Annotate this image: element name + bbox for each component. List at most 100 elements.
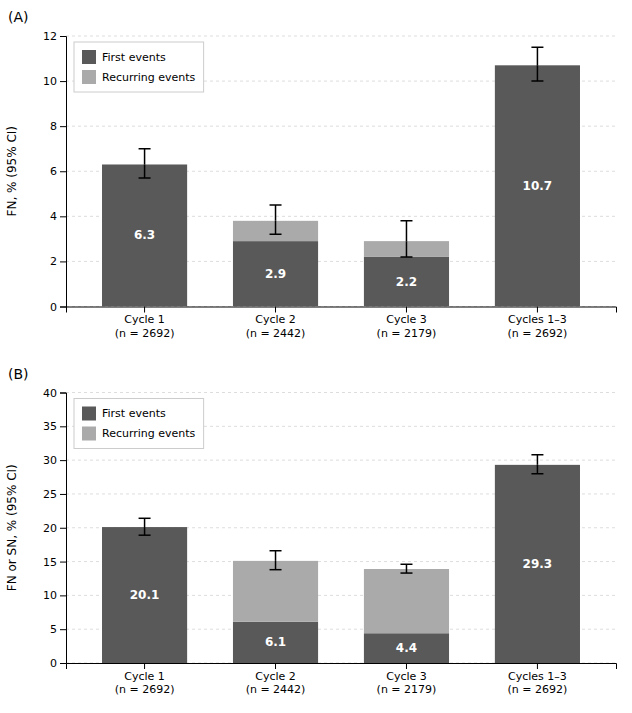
y-axis-title: FN, % (95% CI) xyxy=(5,126,19,217)
x-tick-label: Cycle 3(n = 2179) xyxy=(377,670,437,696)
bar xyxy=(102,527,187,663)
bar-series xyxy=(233,221,449,257)
y-tick: 0 xyxy=(50,301,66,314)
y-tick-mark xyxy=(60,81,66,82)
error-cap-lower xyxy=(139,177,151,179)
plot-marks xyxy=(102,455,580,663)
y-tick: 12 xyxy=(43,30,66,43)
x-tick-mark xyxy=(144,307,145,313)
error-bars xyxy=(139,455,544,573)
bar xyxy=(233,622,318,663)
y-tick: 6 xyxy=(50,165,66,178)
x-tick: Cycle 2(n = 2442) xyxy=(246,663,306,696)
y-tick-label: 0 xyxy=(50,301,57,314)
x-tick-label: Cycle 2(n = 2442) xyxy=(246,313,306,339)
y-tick-mark xyxy=(60,460,66,461)
data-label: 10.7 xyxy=(523,179,553,193)
error-cap-lower xyxy=(270,234,282,236)
y-tick-mark xyxy=(60,426,66,427)
y-tick-label: 15 xyxy=(43,556,57,569)
data-labels: 6.3 2.9 2.2 10.7 xyxy=(134,179,552,289)
x-tick: Cycle 2(n = 2442) xyxy=(246,307,306,340)
grid-line xyxy=(66,392,616,393)
bar-series xyxy=(102,65,580,306)
data-label: 6.3 xyxy=(134,228,155,242)
y-tick-label: 8 xyxy=(50,120,57,133)
x-tick: Cycle 1(n = 2692) xyxy=(115,663,175,696)
y-tick-label: 5 xyxy=(50,623,57,636)
y-axis-title: FN or SN, % (95% CI) xyxy=(5,464,19,591)
legend-label: First events xyxy=(102,51,166,64)
y-tick-mark xyxy=(60,629,66,630)
error-cap-upper xyxy=(400,220,412,222)
bar xyxy=(233,561,318,622)
x-tick-label-line: (n = 2179) xyxy=(377,683,437,696)
legend: First events Recurring events xyxy=(74,399,204,449)
legend: First events Recurring events xyxy=(74,42,204,92)
data-label: 2.2 xyxy=(396,275,417,289)
x-tick-label-line: Cycle 1 xyxy=(124,313,165,326)
panel: 0510152025303540Cycle 1(n = 2692)Cycle 2… xyxy=(5,366,617,697)
data-label: 4.4 xyxy=(396,641,417,655)
y-axis-line xyxy=(60,393,67,664)
bar xyxy=(495,65,580,306)
bar xyxy=(233,241,318,306)
x-tick-mark xyxy=(537,307,538,313)
x-axis-line xyxy=(67,664,617,670)
y-tick-label: 2 xyxy=(50,255,57,268)
error-cap-upper xyxy=(270,550,282,552)
y-tick: 40 xyxy=(43,387,66,400)
error-bar-upper xyxy=(144,149,146,165)
x-tick: Cycle 3(n = 2179) xyxy=(377,307,437,340)
data-label: 20.1 xyxy=(130,588,160,602)
legend-item: Recurring events xyxy=(82,427,196,441)
error-bar-lower xyxy=(275,221,277,235)
x-tick-label: Cycle 1(n = 2692) xyxy=(115,670,175,696)
error-cap-lower xyxy=(400,572,412,574)
x-tick: Cycles 1–3(n = 2692) xyxy=(508,663,568,696)
error-cap-lower xyxy=(139,534,151,536)
error-cap-lower xyxy=(531,80,543,82)
y-tick-label: 20 xyxy=(43,522,57,535)
y-tick-mark xyxy=(60,216,66,217)
grid-line xyxy=(66,36,616,37)
data-label: 29.3 xyxy=(523,557,553,571)
x-axis: Cycle 1(n = 2692)Cycle 2(n = 2442)Cycle … xyxy=(67,307,617,340)
x-tick-label: Cycle 3(n = 2179) xyxy=(377,313,437,339)
x-tick-label-line: (n = 2692) xyxy=(508,683,568,696)
y-tick-mark xyxy=(60,494,66,495)
y-tick: 35 xyxy=(43,420,66,433)
y-tick: 8 xyxy=(50,120,66,133)
error-bar-upper xyxy=(275,205,277,221)
error-bar-lower xyxy=(144,527,146,535)
x-tick: Cycle 3(n = 2179) xyxy=(377,663,437,696)
legend-frame xyxy=(74,42,204,92)
y-tick-mark xyxy=(60,393,66,394)
y-tick-mark xyxy=(60,36,66,37)
error-cap-lower xyxy=(531,473,543,475)
x-tick-label-line: (n = 2179) xyxy=(377,327,437,340)
bar-series xyxy=(233,561,449,633)
error-bar-lower xyxy=(144,164,146,178)
x-tick-label-line: Cycle 3 xyxy=(386,670,427,683)
y-tick-label: 0 xyxy=(50,657,57,670)
x-tick: Cycles 1–3(n = 2692) xyxy=(508,307,568,340)
data-label: 2.9 xyxy=(265,267,286,281)
error-bar-upper xyxy=(537,47,539,65)
error-bar-lower xyxy=(537,65,539,81)
y-tick-label: 40 xyxy=(43,387,57,400)
x-tick-mark xyxy=(144,663,145,669)
y-tick: 5 xyxy=(50,623,66,636)
legend-swatch xyxy=(82,427,96,441)
x-tick-label-line: Cycle 2 xyxy=(255,670,296,683)
panel: 024681012Cycle 1(n = 2692)Cycle 2(n = 24… xyxy=(5,9,617,340)
y-tick-mark xyxy=(60,126,66,127)
error-cap-upper xyxy=(139,518,151,520)
y-tick-mark xyxy=(60,528,66,529)
legend-item: Recurring events xyxy=(82,70,196,84)
legend-item: First events xyxy=(82,407,166,421)
x-tick-label-line: (n = 2692) xyxy=(115,683,175,696)
y-tick-label: 6 xyxy=(50,165,57,178)
bar xyxy=(364,241,449,257)
y-axis: 024681012 xyxy=(43,30,67,314)
